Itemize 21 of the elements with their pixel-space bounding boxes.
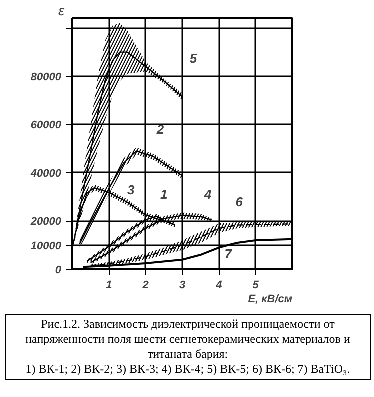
x-tick-label: 1 (106, 280, 112, 292)
y-tick-label: 40000 (30, 168, 62, 180)
text: Рис.1.2. Зависимость диэлектрической проницаемости от напряженности поля шести сегнетокерамических материалов и титаната бария: 1) ВК-1; 2) ВК-2; 3) ВК-3; 4) ВК-4; 5) ВК-5; 6) ВК-6; 7) BaTiO₃. (8, 317, 368, 377)
y-tick-label: 10000 (30, 240, 62, 252)
y-tick-label: 80000 (30, 71, 62, 84)
annotation: 3 (128, 182, 136, 198)
x-tick-label: 4 (215, 280, 222, 292)
y-tick-label: 60000 (30, 120, 62, 132)
x-axis-title: E, кВ/см (248, 294, 292, 306)
annotation: 4 (204, 187, 213, 202)
annotation: 6 (236, 194, 244, 210)
y-tick-label: 0 (55, 264, 62, 276)
annotation: 7 (224, 246, 233, 262)
x-tick-label: 3 (179, 280, 186, 292)
x-tick-label: 5 (252, 280, 260, 292)
annotation: 2 (156, 122, 165, 138)
annotation: 1 (160, 187, 168, 202)
x-tick-label: 2 (142, 280, 149, 292)
annotation: 5 (190, 50, 198, 66)
y-tick-label: 20000 (30, 216, 62, 228)
y-axis-title: ε (58, 2, 66, 18)
